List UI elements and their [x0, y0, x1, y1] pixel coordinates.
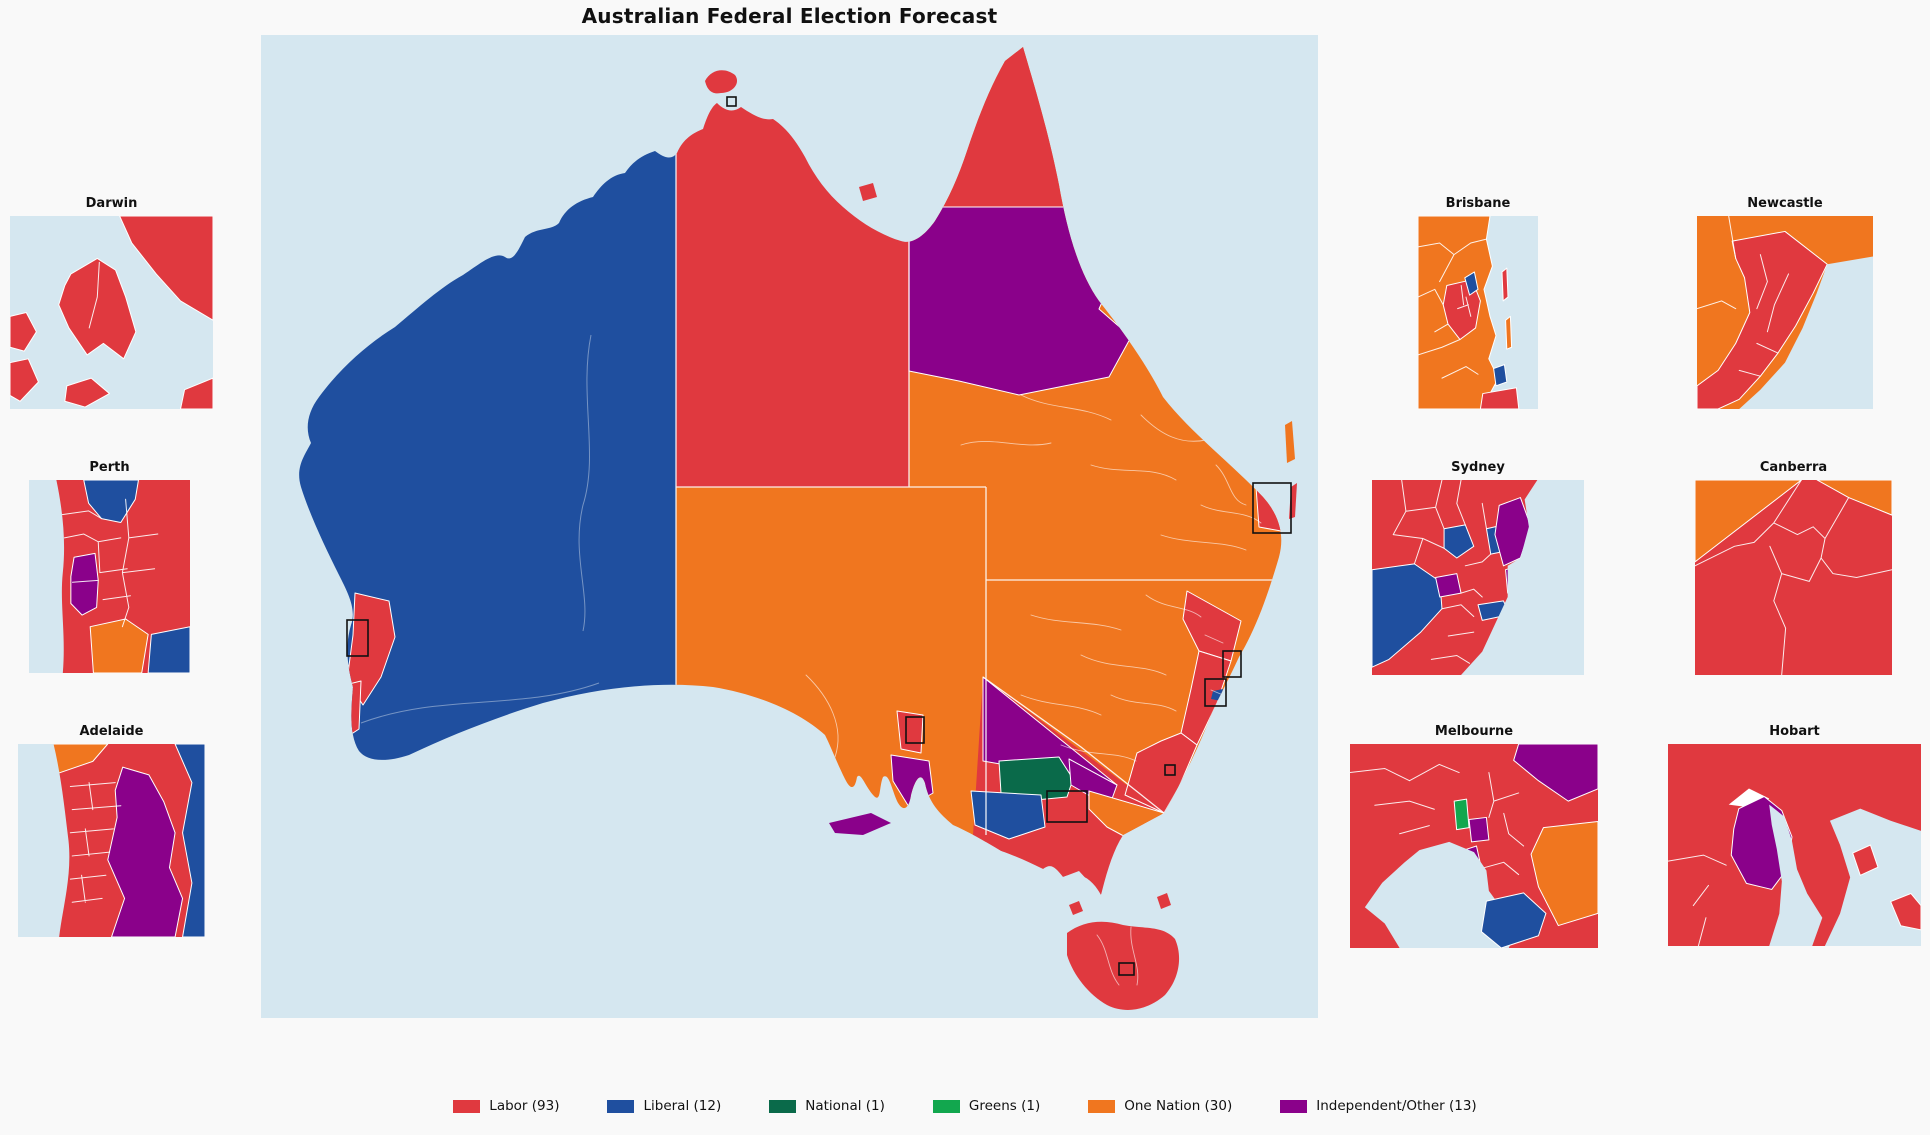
legend-item-greens: Greens (1) [932, 1098, 1041, 1114]
inset-map-canberra [1695, 480, 1892, 675]
region-qld-coastal-liberal [1109, 291, 1131, 319]
legend-item-national: National (1) [769, 1098, 885, 1114]
legend-swatch-independent [1280, 1099, 1308, 1113]
inset-indicator-hobart [1118, 962, 1135, 976]
inset-perth: Perth [29, 460, 190, 673]
inset-map-darwin [10, 216, 213, 409]
region-nsw-south-coast [1125, 733, 1197, 813]
islands [705, 70, 1297, 1010]
inset-map-adelaide [18, 744, 205, 937]
legend-label-national: National (1) [805, 1098, 885, 1114]
inset-indicator-adelaide [905, 716, 925, 744]
inset-indicators [346, 96, 1292, 976]
legend-label-greens: Greens (1) [968, 1098, 1041, 1114]
region-brisbane-metro [1256, 487, 1282, 531]
legend-swatch-national [769, 1099, 797, 1113]
inset-melbourne: Melbourne [1350, 724, 1598, 948]
main-map [261, 35, 1318, 1018]
inset-title: Perth [89, 460, 130, 475]
legend-label-labor: Labor (93) [489, 1098, 560, 1114]
inset-sydney: Sydney [1372, 460, 1584, 675]
inset-indicator-canberra [1164, 764, 1176, 776]
inset-map-sydney [1372, 480, 1584, 675]
legend-swatch-greens [932, 1099, 960, 1113]
inset-title: Sydney [1451, 460, 1505, 475]
legend-item-labor: Labor (93) [453, 1098, 559, 1114]
australia-map-svg [299, 47, 1297, 1010]
region-wa-south-coast [345, 681, 361, 737]
region-flinders-island [1157, 893, 1171, 909]
legend-item-liberal: Liberal (12) [607, 1098, 721, 1114]
inset-darwin: Darwin [10, 196, 213, 409]
inset-map-melbourne [1350, 744, 1598, 948]
wa-internal-boundaries [360, 334, 600, 724]
inset-indicator-brisbane [1252, 482, 1292, 534]
inset-title: Melbourne [1434, 724, 1514, 739]
region-groote-eylandt [859, 183, 877, 201]
inset-title: Brisbane [1445, 196, 1511, 211]
inset-title: Adelaide [79, 724, 144, 739]
legend: Labor (93) Liberal (12) National (1) Gre… [0, 1098, 1930, 1114]
region-northern-territory [676, 47, 909, 487]
inset-hobart: Hobart [1668, 724, 1921, 946]
mainland-regions [299, 47, 1282, 895]
inset-title: Hobart [1769, 724, 1820, 739]
inset-indicator-sydney [1204, 678, 1227, 707]
region-qld-kennedy [909, 207, 1131, 395]
inset-title: Canberra [1759, 460, 1828, 475]
page-title: Australian Federal Election Forecast [581, 4, 998, 28]
region-king-island [1069, 901, 1083, 915]
legend-label-one-nation: One Nation (30) [1124, 1098, 1233, 1114]
inset-title: Darwin [85, 196, 138, 211]
region-tiwi-islands [705, 70, 738, 94]
inset-canberra: Canberra [1695, 460, 1892, 675]
inset-title: Newcastle [1747, 196, 1823, 211]
inset-indicator-newcastle [1222, 650, 1242, 678]
legend-label-independent: Independent/Other (13) [1316, 1098, 1477, 1114]
inset-map-hobart [1668, 744, 1921, 946]
legend-swatch-liberal [607, 1099, 635, 1113]
region-kangaroo-island [829, 813, 891, 835]
legend-swatch-one-nation [1088, 1099, 1116, 1113]
inset-brisbane: Brisbane [1418, 196, 1538, 409]
inset-indicator-perth [346, 619, 369, 657]
legend-label-liberal: Liberal (12) [643, 1098, 722, 1114]
inset-map-newcastle [1697, 216, 1873, 409]
electorate-boundaries [805, 394, 1262, 762]
region-perth-metro [347, 593, 395, 705]
inset-map-brisbane [1418, 216, 1538, 409]
inset-indicator-darwin [726, 96, 737, 107]
state-borders [675, 130, 1273, 835]
legend-swatch-labor [453, 1099, 481, 1113]
tasmania-boundaries [1096, 926, 1139, 986]
region-vic-southwest-liberal [971, 791, 1045, 839]
legend-item-one-nation: One Nation (30) [1088, 1098, 1232, 1114]
region-fraser-island [1285, 421, 1295, 463]
region-south-australia [676, 487, 986, 895]
region-qld-cape-york [909, 47, 1129, 207]
inset-map-perth [29, 480, 190, 673]
region-tasmania [1067, 921, 1180, 1010]
inset-newcastle: Newcastle [1697, 196, 1873, 409]
inset-adelaide: Adelaide [18, 724, 205, 937]
legend-item-independent: Independent/Other (13) [1280, 1098, 1477, 1114]
region-moreton-island [1289, 483, 1297, 519]
inset-indicator-melbourne [1046, 790, 1088, 823]
region-western-australia [299, 47, 676, 895]
